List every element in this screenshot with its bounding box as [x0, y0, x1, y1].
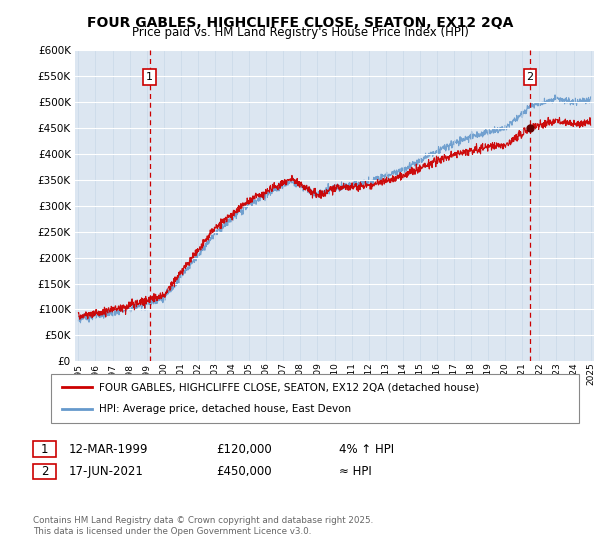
Text: Price paid vs. HM Land Registry's House Price Index (HPI): Price paid vs. HM Land Registry's House … — [131, 26, 469, 39]
Text: HPI: Average price, detached house, East Devon: HPI: Average price, detached house, East… — [99, 404, 351, 414]
Text: 17-JUN-2021: 17-JUN-2021 — [69, 465, 144, 478]
Text: ≈ HPI: ≈ HPI — [339, 465, 372, 478]
Text: 4% ↑ HPI: 4% ↑ HPI — [339, 442, 394, 456]
Text: £450,000: £450,000 — [216, 465, 272, 478]
Text: FOUR GABLES, HIGHCLIFFE CLOSE, SEATON, EX12 2QA (detached house): FOUR GABLES, HIGHCLIFFE CLOSE, SEATON, E… — [99, 382, 479, 393]
Text: FOUR GABLES, HIGHCLIFFE CLOSE, SEATON, EX12 2QA: FOUR GABLES, HIGHCLIFFE CLOSE, SEATON, E… — [87, 16, 513, 30]
Text: This data is licensed under the Open Government Licence v3.0.: This data is licensed under the Open Gov… — [33, 527, 311, 536]
Text: Contains HM Land Registry data © Crown copyright and database right 2025.: Contains HM Land Registry data © Crown c… — [33, 516, 373, 525]
Text: 12-MAR-1999: 12-MAR-1999 — [69, 442, 149, 456]
Text: 2: 2 — [526, 72, 533, 82]
Text: 1: 1 — [146, 72, 153, 82]
Text: £120,000: £120,000 — [216, 442, 272, 456]
Text: 1: 1 — [41, 442, 48, 456]
Text: 2: 2 — [41, 465, 48, 478]
